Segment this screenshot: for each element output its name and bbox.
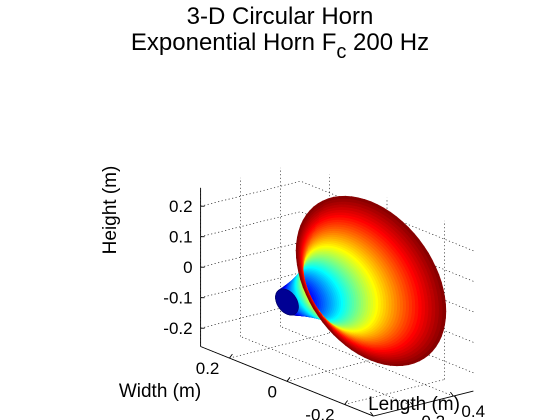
surface-patch (402, 300, 407, 307)
grid-line (240, 336, 414, 407)
y-tick-mark (229, 353, 233, 359)
surface-patch (424, 307, 429, 315)
title-line-2-tail: 200 Hz (346, 29, 430, 56)
surface-patch (374, 303, 379, 308)
surface-patch (369, 299, 374, 305)
grid-line (200, 211, 301, 237)
surface-patch (424, 301, 429, 309)
surface-patch (437, 309, 443, 318)
y-tick-label: -0.2 (305, 406, 334, 420)
surface-patch (434, 302, 439, 311)
title-line-1: 3-D Circular Horn (186, 3, 374, 30)
surface-patch (427, 308, 432, 316)
surface-patch (402, 305, 407, 311)
horn-surface (275, 195, 447, 367)
surface-patch (372, 299, 376, 305)
surface-patch (377, 299, 381, 305)
grid-line (280, 326, 454, 397)
surface-patch (417, 301, 422, 309)
grid-line (344, 379, 445, 405)
z-tick-label: -0.2 (163, 319, 192, 338)
y-tick-mark (344, 400, 348, 405)
grid-line (200, 272, 301, 298)
surface-patch (441, 303, 447, 312)
surface-patch (382, 303, 387, 309)
grid-line (229, 332, 330, 359)
chart-title: 3-D Circular Horn Exponential Horn Fc 20… (0, 3, 560, 64)
z-tick-label: 0 (183, 258, 192, 277)
surface-patch (408, 305, 413, 312)
y-tick-label: 0.2 (196, 359, 220, 378)
grid-line (286, 356, 388, 382)
surface-patch (411, 301, 416, 308)
title-line-2: Exponential Horn Fc 200 Hz (0, 29, 560, 64)
surface-patch (417, 306, 422, 314)
grid-line (200, 180, 301, 207)
y-tick-label: 0 (268, 382, 277, 401)
grid-line (300, 180, 474, 252)
surface-patch (437, 303, 443, 311)
surface-patch (430, 308, 436, 317)
surface-patch (420, 307, 426, 315)
surface-patch (408, 300, 413, 307)
surface-patch (414, 306, 419, 313)
grid-line (200, 241, 301, 268)
x-axis-label: Length (m) (368, 394, 460, 415)
surface-patch (377, 303, 381, 308)
z-tick-label: -0.1 (163, 289, 192, 308)
surface-patch (420, 301, 426, 309)
surface-patch (382, 300, 387, 305)
surface-patch (374, 299, 379, 305)
title-line-2-main: Exponential Horn F (130, 29, 337, 56)
title-subscript: c (336, 41, 347, 63)
surface-patch (369, 303, 374, 308)
x-tick-label: 0.4 (461, 402, 485, 420)
surface-patch (411, 306, 416, 313)
z-axis-label: Height (m) (100, 166, 121, 255)
surface-patch (405, 305, 410, 312)
z-tick-label: 0.2 (169, 197, 193, 216)
surface-patch (434, 309, 439, 317)
surface-patch (414, 301, 419, 308)
y-tick-mark (286, 377, 291, 382)
z-tick-label: 0.1 (169, 228, 193, 247)
grid-line (200, 302, 301, 329)
y-axis-label: Width (m) (119, 381, 201, 402)
surface-patch (372, 303, 376, 308)
surface-patch (441, 310, 447, 319)
